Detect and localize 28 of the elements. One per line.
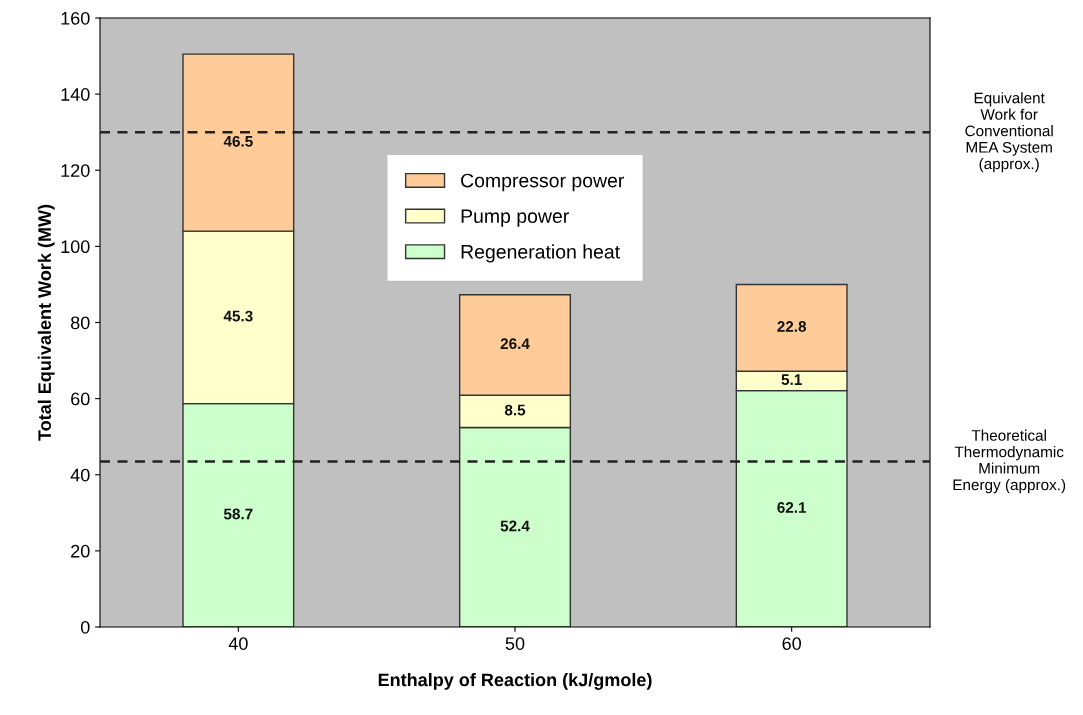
y-tick-label: 100	[61, 240, 90, 254]
ref-line-label: Equivalent Work for Conventional MEA System (approx.)	[965, 92, 1053, 173]
data-label: 26.4	[500, 338, 530, 350]
data-label: 8.5	[504, 404, 526, 416]
data-label: 58.7	[223, 508, 253, 520]
y-tick-label: 40	[70, 468, 90, 482]
y-tick-label: 140	[61, 88, 90, 101]
x-tick-label: 50	[505, 637, 525, 650]
y-axis-title: Total Equivalent Work (MW)	[37, 204, 55, 441]
y-tick-label: 160	[61, 11, 90, 25]
y-tick-label: 20	[71, 544, 90, 558]
ref-line-label: Theoretical Thermodynamic Minimum Energy (approx.)	[953, 429, 1066, 494]
legend-label: Compressor power	[461, 173, 625, 192]
data-label: 45.3	[223, 310, 253, 322]
y-tick-label: 0	[80, 620, 90, 634]
x-tick-label: 60	[782, 637, 801, 650]
x-tick-label: 40	[228, 637, 248, 650]
legend-label: Regeneration heat	[461, 244, 620, 263]
data-label: 52.4	[500, 520, 530, 532]
legend-label: Pump power	[461, 209, 569, 227]
y-tick-label: 60	[71, 392, 90, 406]
data-label: 46.5	[223, 135, 253, 147]
y-tick-label: 120	[61, 164, 90, 177]
y-tick-label: 80	[70, 316, 90, 330]
data-label: 5.1	[781, 374, 802, 386]
x-axis-title: Enthalpy of Reaction (kJ/gmole)	[378, 673, 652, 690]
data-label: 62.1	[777, 502, 807, 513]
data-label: 22.8	[777, 321, 807, 332]
